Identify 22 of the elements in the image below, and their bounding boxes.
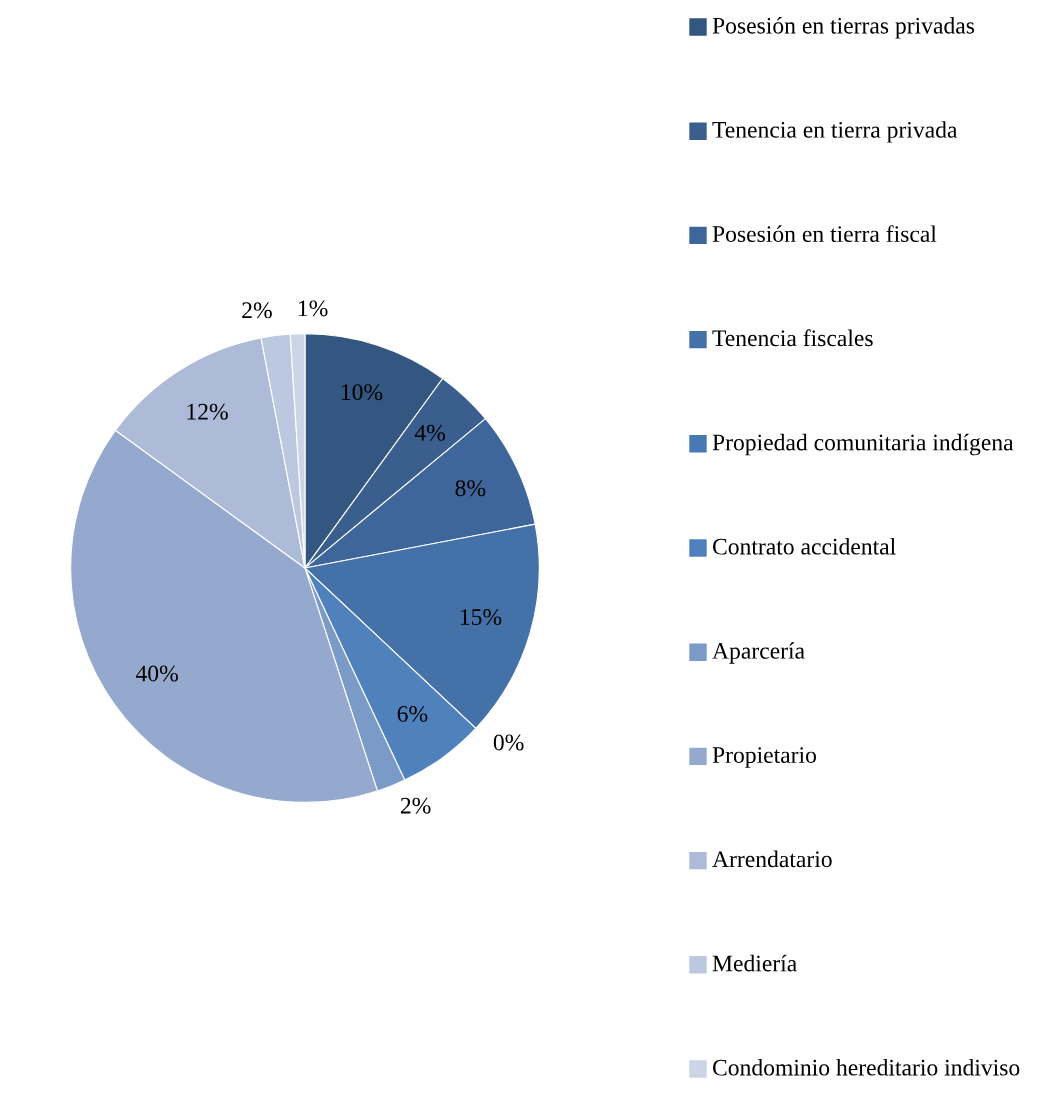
data-label: 40% bbox=[135, 665, 178, 682]
legend-label: Propietario bbox=[712, 747, 817, 768]
legend-label: Tenencia fiscales bbox=[712, 329, 873, 347]
legend-label: Aparcería bbox=[712, 642, 805, 664]
data-label: 2% bbox=[400, 797, 431, 814]
legend-label: Tenencia en tierra privada bbox=[712, 121, 958, 143]
data-label: 15% bbox=[460, 609, 502, 626]
data-label: 8% bbox=[455, 480, 486, 497]
data-label: 10% bbox=[341, 384, 383, 401]
legend-label: Mediería bbox=[712, 954, 797, 972]
data-label: 4% bbox=[414, 424, 446, 441]
legend-label: Arrendatario bbox=[712, 850, 832, 868]
data-label: 2% bbox=[242, 302, 272, 319]
legend-label: Posesión en tierra fiscal bbox=[712, 225, 937, 243]
legend-label: Contrato accidental bbox=[712, 538, 896, 555]
legend-label: Condominio hereditario indiviso bbox=[712, 1059, 1020, 1076]
legend-label: Propiedad comunitaria indígena bbox=[712, 433, 1014, 456]
data-label: 1% bbox=[298, 300, 328, 317]
legend-label: Posesión en tierras privadas bbox=[712, 17, 975, 39]
data-label: 6% bbox=[397, 705, 428, 722]
text: 0% bbox=[493, 734, 524, 751]
data-label: 12% bbox=[187, 403, 228, 420]
